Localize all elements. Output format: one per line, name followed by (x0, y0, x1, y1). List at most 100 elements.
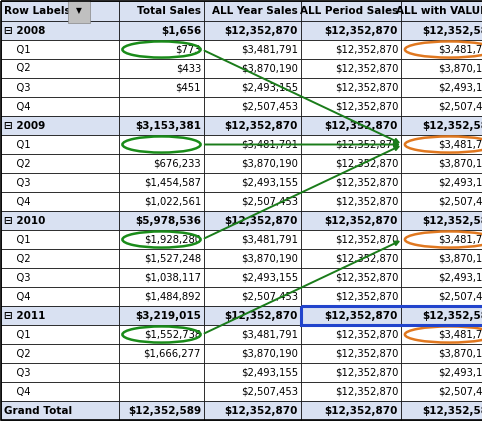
Bar (401, 59, 482, 78)
Text: $2,507,453: $2,507,453 (438, 197, 482, 207)
Text: $2,507,453: $2,507,453 (438, 292, 482, 302)
Bar (301, 173, 401, 192)
Bar (301, 287, 401, 306)
Text: $12,352,870: $12,352,870 (335, 159, 398, 168)
Text: $1,484,892: $1,484,892 (144, 292, 201, 302)
Text: $12,352,589: $12,352,589 (422, 120, 482, 130)
Text: ALL Period Sales: ALL Period Sales (300, 6, 398, 16)
Text: Total Sales: Total Sales (137, 6, 201, 16)
Bar (119, 135, 204, 154)
Text: Q2: Q2 (4, 348, 31, 358)
Bar (301, 211, 401, 230)
Bar (204, 135, 301, 154)
Text: $2,507,453: $2,507,453 (438, 102, 482, 112)
Bar (1, 1, 119, 21)
Text: $12,352,589: $12,352,589 (422, 405, 482, 416)
Bar (204, 401, 301, 420)
Bar (301, 59, 401, 78)
Bar (401, 249, 482, 268)
Bar (1, 135, 119, 154)
Bar (301, 192, 401, 211)
Text: ⊟ 2010: ⊟ 2010 (4, 215, 45, 225)
Bar (301, 249, 401, 268)
Bar (204, 211, 301, 230)
Text: $3,481,791: $3,481,791 (241, 330, 298, 340)
Bar (301, 325, 401, 344)
Text: $12,352,870: $12,352,870 (335, 253, 398, 263)
Bar (1, 268, 119, 287)
Bar (301, 78, 401, 97)
Text: Q4: Q4 (4, 197, 30, 207)
Bar (119, 192, 204, 211)
Bar (119, 59, 204, 78)
Bar (119, 116, 204, 135)
Bar (119, 325, 204, 344)
Bar (119, 211, 204, 230)
Text: Q3: Q3 (4, 177, 30, 187)
Bar (401, 268, 482, 287)
Bar (204, 1, 301, 21)
Text: $12,352,870: $12,352,870 (225, 405, 298, 416)
Text: $3,481,791: $3,481,791 (241, 44, 298, 54)
Text: $2,493,155: $2,493,155 (438, 368, 482, 378)
Bar (1, 192, 119, 211)
Bar (204, 40, 301, 59)
Bar (204, 97, 301, 116)
Bar (119, 154, 204, 173)
Bar (119, 97, 204, 116)
Bar (1, 97, 119, 116)
Bar (401, 344, 482, 363)
Bar (204, 363, 301, 382)
Bar (301, 363, 401, 382)
Text: $3,870,190: $3,870,190 (438, 159, 482, 168)
Text: $3,870,190: $3,870,190 (241, 253, 298, 263)
Bar (301, 97, 401, 116)
Text: $12,352,589: $12,352,589 (128, 405, 201, 416)
Text: $12,352,870: $12,352,870 (324, 215, 398, 225)
Text: $12,352,870: $12,352,870 (335, 368, 398, 378)
Text: Q2: Q2 (4, 159, 31, 168)
Text: ALL with VALUES: ALL with VALUES (396, 6, 482, 16)
Bar (401, 211, 482, 230)
Text: $12,352,589: $12,352,589 (422, 25, 482, 35)
Bar (1, 59, 119, 78)
Text: $12,352,870: $12,352,870 (335, 102, 398, 112)
Text: Q2: Q2 (4, 253, 31, 263)
Bar (204, 116, 301, 135)
Bar (119, 173, 204, 192)
Bar (1, 230, 119, 249)
Text: $2,507,453: $2,507,453 (241, 292, 298, 302)
Bar (204, 230, 301, 249)
Bar (1, 173, 119, 192)
Bar (401, 401, 482, 420)
Bar (401, 154, 482, 173)
Text: $2,493,155: $2,493,155 (438, 82, 482, 92)
Bar (401, 78, 482, 97)
Text: $12,352,870: $12,352,870 (225, 215, 298, 225)
Text: $451: $451 (175, 82, 201, 92)
Text: $12,352,870: $12,352,870 (335, 140, 398, 150)
Text: $3,481,791: $3,481,791 (438, 330, 482, 340)
Text: Row Labels: Row Labels (4, 6, 71, 16)
Bar (401, 287, 482, 306)
Bar (119, 306, 204, 325)
Bar (301, 1, 401, 21)
Bar (1, 325, 119, 344)
Text: $12,352,870: $12,352,870 (324, 405, 398, 416)
Text: $12,352,870: $12,352,870 (225, 120, 298, 130)
Text: $12,352,870: $12,352,870 (335, 235, 398, 245)
Bar (119, 268, 204, 287)
Bar (1, 40, 119, 59)
Bar (119, 249, 204, 268)
Text: $2,493,155: $2,493,155 (241, 177, 298, 187)
Text: $3,481,791: $3,481,791 (241, 235, 298, 245)
Bar (204, 344, 301, 363)
Text: $12,352,870: $12,352,870 (335, 197, 398, 207)
Bar (401, 116, 482, 135)
Text: Q3: Q3 (4, 368, 30, 378)
Text: $12,352,589: $12,352,589 (422, 310, 482, 320)
Bar (204, 287, 301, 306)
Bar (401, 173, 482, 192)
Text: ⊟ 2009: ⊟ 2009 (4, 120, 45, 130)
Bar (401, 325, 482, 344)
